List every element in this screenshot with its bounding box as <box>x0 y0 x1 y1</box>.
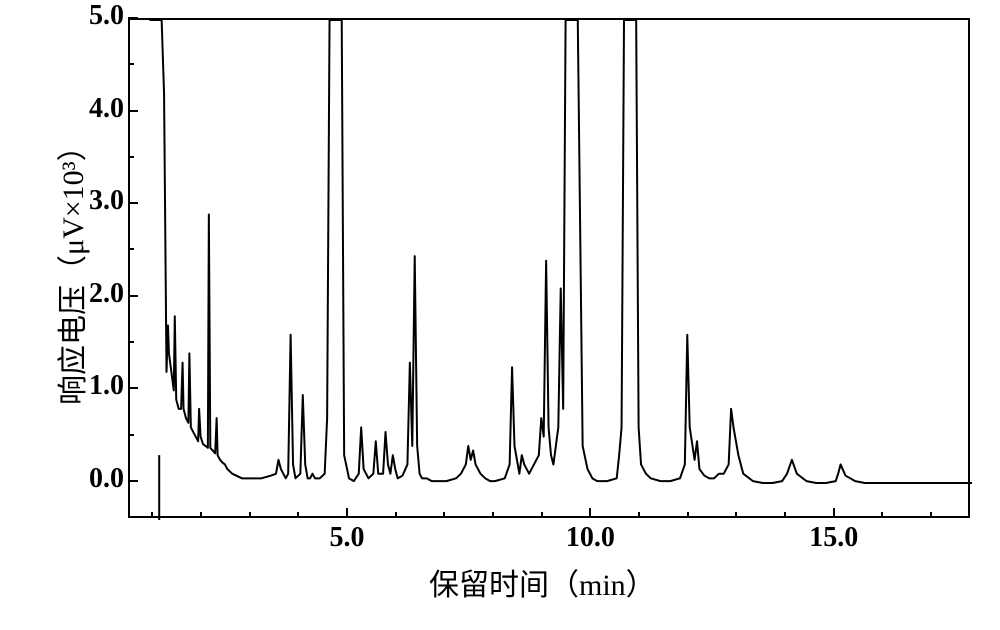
x-minor-tick <box>443 512 445 518</box>
x-minor-tick <box>492 512 494 518</box>
y-tick <box>128 17 138 19</box>
x-tick-label: 15.0 <box>799 522 869 554</box>
y-tick-label: 4.0 <box>89 93 124 125</box>
x-minor-tick <box>687 512 689 518</box>
x-minor-tick <box>395 512 397 518</box>
y-tick <box>128 202 138 204</box>
x-tick <box>346 508 348 518</box>
x-tick <box>589 508 591 518</box>
y-tick-label: 3.0 <box>89 185 124 217</box>
x-minor-tick <box>151 512 153 518</box>
y-tick-label: 1.0 <box>89 370 124 402</box>
y-tick-label: 2.0 <box>89 278 124 310</box>
y-tick-label: 5.0 <box>89 0 124 32</box>
y-minor-tick <box>128 341 134 343</box>
x-minor-tick <box>638 512 640 518</box>
y-minor-tick <box>128 434 134 436</box>
y-tick <box>128 295 138 297</box>
y-tick <box>128 110 138 112</box>
chromatogram-chart: 响应电压（μV×10³） 保留时间（min） 0.0 1.0 2.0 3.0 4.0 5.… <box>0 0 1000 630</box>
plot-area <box>128 18 970 518</box>
x-tick <box>833 508 835 518</box>
y-tick <box>128 480 138 482</box>
y-minor-tick <box>128 156 134 158</box>
x-minor-tick <box>200 512 202 518</box>
x-minor-tick <box>297 512 299 518</box>
y-tick <box>128 387 138 389</box>
x-minor-tick <box>541 512 543 518</box>
x-minor-tick <box>881 512 883 518</box>
y-axis-label: 响应电压（μV×10³） <box>48 145 92 405</box>
x-minor-tick <box>930 512 932 518</box>
x-minor-tick <box>735 512 737 518</box>
x-minor-tick <box>249 512 251 518</box>
x-minor-tick <box>784 512 786 518</box>
x-tick-label: 5.0 <box>312 522 382 554</box>
x-axis-label: 保留时间（min） <box>429 560 656 604</box>
y-tick-label: 0.0 <box>89 463 124 495</box>
y-minor-tick <box>128 248 134 250</box>
chromatogram-line <box>130 20 972 520</box>
y-minor-tick <box>128 63 134 65</box>
x-tick-label: 10.0 <box>555 522 625 554</box>
